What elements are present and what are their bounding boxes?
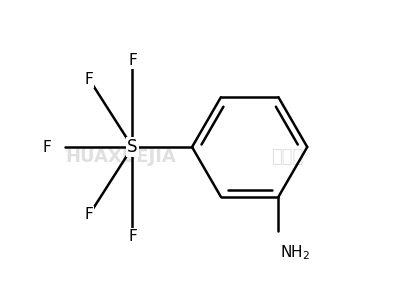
Text: F: F <box>84 72 93 87</box>
Text: S: S <box>127 138 138 156</box>
Text: 化学加: 化学加 <box>271 148 304 166</box>
Text: NH$_2$: NH$_2$ <box>280 243 311 262</box>
Text: F: F <box>128 229 137 244</box>
Text: F: F <box>84 207 93 222</box>
Text: ®: ® <box>126 152 135 162</box>
Text: F: F <box>128 53 137 68</box>
Text: HUAXUEJIA: HUAXUEJIA <box>65 148 176 166</box>
Text: F: F <box>43 140 52 154</box>
